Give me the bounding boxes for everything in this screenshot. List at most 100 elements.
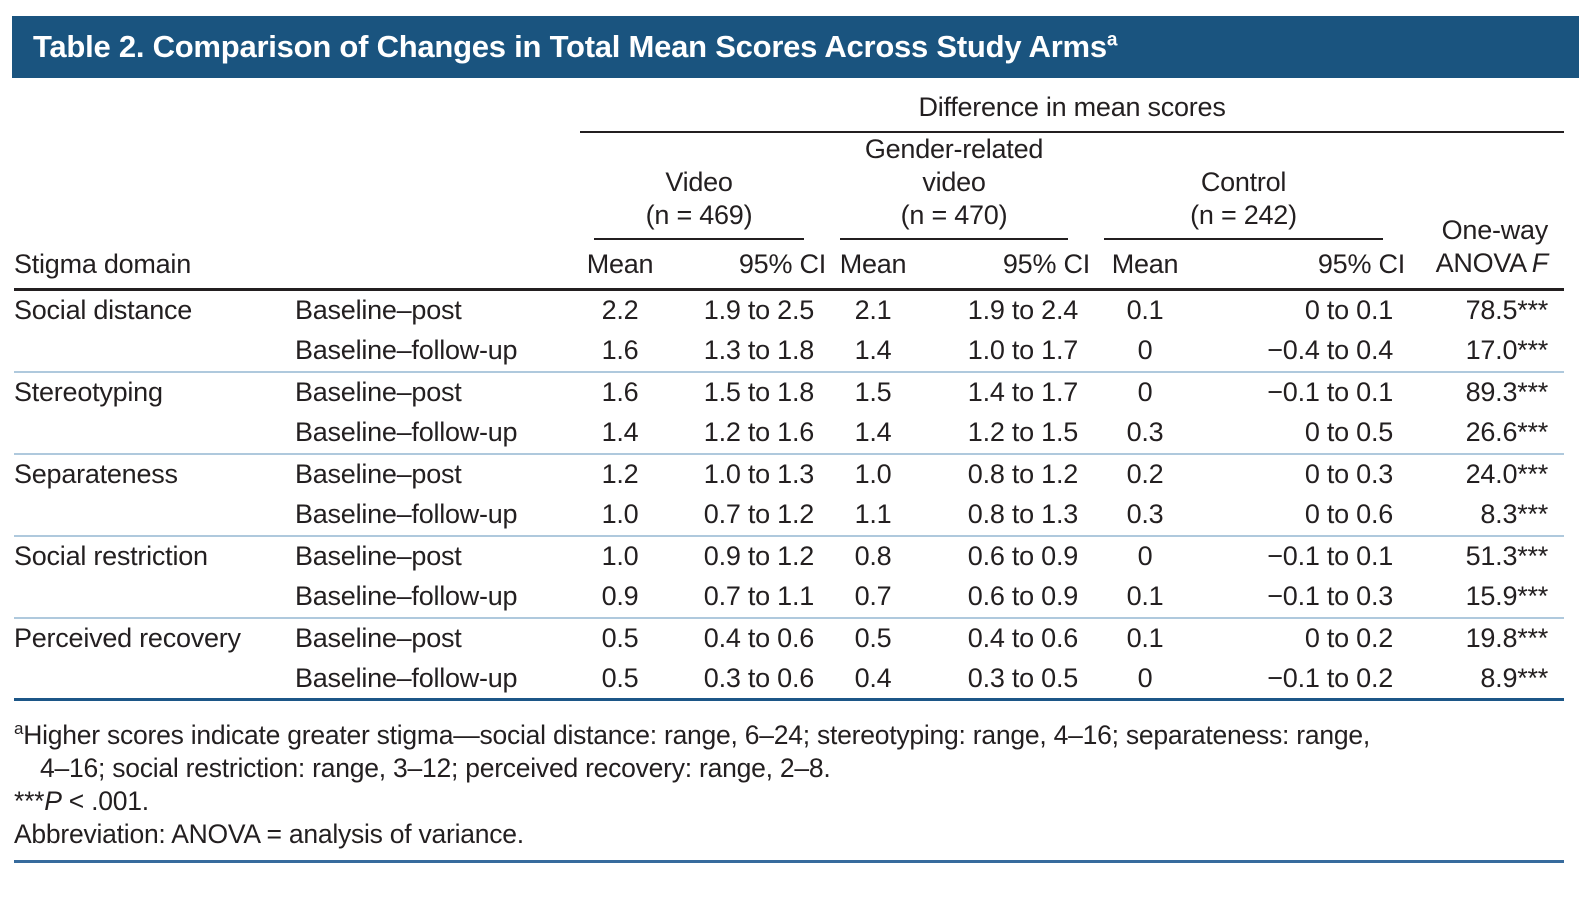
comparison-cell: Baseline–post (295, 377, 462, 407)
gender-group-name-line2: video (922, 167, 986, 197)
gender-ci-cell: 0.6 to 0.9 (967, 541, 1078, 571)
anova-column-header: One-way ANOVA F (1405, 132, 1565, 291)
gender-ci-cell: 0.8 to 1.3 (920, 494, 1090, 537)
significance-stars: *** (14, 785, 45, 816)
video-ci-cell: 0.7 to 1.2 (660, 494, 826, 537)
table-row: Stereotyping Baseline–post 1.6 1.5 to 1.… (14, 372, 1564, 413)
footnote-a-line1: aHigher scores indicate greater stigma—s… (14, 719, 1370, 750)
control-mean-cell: 0.1 (1090, 576, 1200, 619)
video-mean-cell: 0.5 (601, 623, 639, 653)
video-ci-cell: 1.2 to 1.6 (660, 412, 826, 455)
bottom-rule (14, 859, 1564, 863)
gender-mean-cell: 0.5 (854, 623, 892, 653)
video-group-name: Video (665, 167, 733, 197)
anova-f-cell: 15.9*** (1405, 576, 1565, 619)
domain-cell: Separateness (14, 459, 178, 489)
control-ci-header: 95% CI (1200, 240, 1405, 291)
control-ci-cell: 0 to 0.2 (1304, 623, 1393, 653)
video-mean-cell: 2.2 (601, 295, 639, 326)
domain-cell: Social distance (14, 295, 193, 326)
video-ci-cell: 0.7 to 1.1 (660, 576, 826, 619)
anova-f-cell: 8.9*** (1405, 658, 1565, 701)
anova-f-cell: 8.3*** (1405, 494, 1565, 537)
domain-cell (14, 494, 295, 537)
control-ci-cell: 0 to 0.3 (1304, 459, 1393, 489)
comparison-cell: Baseline–follow-up (295, 576, 580, 619)
table-row: Social distance Baseline–post 2.2 1.9 to… (14, 290, 1564, 331)
domain-cell: Perceived recovery (14, 623, 241, 653)
spanner-header: Difference in mean scores (580, 78, 1565, 133)
table-row: Baseline–follow-up 1.0 0.7 to 1.2 1.1 0.… (14, 494, 1565, 537)
anova-f-cell: 19.8*** (1465, 623, 1549, 653)
video-group-n: (n = 469) (645, 200, 753, 230)
video-ci-cell: 1.3 to 1.8 (660, 330, 826, 373)
gender-mean-cell: 2.1 (854, 295, 892, 326)
domain-cell (14, 330, 295, 373)
control-ci-cell: 0 to 0.1 (1304, 295, 1393, 326)
domain-cell (14, 412, 295, 455)
gender-mean-cell: 1.1 (826, 494, 920, 537)
video-group-header: Video (n = 469) (580, 132, 826, 240)
control-mean-cell: 0 (1090, 658, 1200, 701)
control-mean-cell: 0 (1090, 330, 1200, 373)
table-row: Social restriction Baseline–post 1.0 0.9… (14, 536, 1564, 577)
table-title-text: Table 2. Comparison of Changes in Total … (33, 29, 1107, 64)
video-ci-cell: 0.4 to 0.6 (703, 623, 814, 653)
comparison-cell: Baseline–follow-up (295, 658, 580, 701)
gender-mean-cell: 1.4 (826, 330, 920, 373)
control-ci-cell: −0.1 to 0.1 (1267, 377, 1393, 407)
comparison-cell: Baseline–post (295, 295, 462, 326)
spanner-empty-cell (14, 78, 580, 132)
anova-f-cell: 89.3*** (1465, 377, 1549, 407)
anova-f-cell: 17.0*** (1405, 330, 1565, 373)
control-ci-cell: −0.1 to 0.1 (1267, 541, 1393, 571)
video-ci-cell: 1.9 to 2.5 (703, 295, 814, 326)
comparison-cell: Baseline–follow-up (295, 330, 580, 373)
video-ci-cell: 1.0 to 1.3 (703, 459, 814, 489)
subheader-row: Stigma domain Mean 95% CI Mean 95% CI Me… (14, 240, 1564, 291)
gender-mean-cell: 0.4 (826, 658, 920, 701)
control-mean-cell: 0 (1137, 377, 1153, 407)
control-mean-cell: 0.1 (1126, 295, 1164, 326)
gender-ci-cell: 0.6 to 0.9 (920, 576, 1090, 619)
significance-footnote: ***P < .001. (14, 785, 149, 816)
video-mean-cell: 1.6 (580, 330, 660, 373)
gender-group-name-line1: Gender-related (864, 134, 1044, 164)
video-mean-cell: 0.5 (580, 658, 660, 701)
comparison-cell: Baseline–follow-up (295, 494, 580, 537)
gender-mean-cell: 1.4 (826, 412, 920, 455)
gender-ci-cell: 0.8 to 1.2 (967, 459, 1078, 489)
spanner-row: Difference in mean scores (14, 78, 1565, 133)
domain-cell: Social restriction (14, 541, 208, 571)
anova-f-cell: 51.3*** (1465, 541, 1549, 571)
control-ci-cell: 0 to 0.6 (1200, 494, 1405, 537)
table-row: Perceived recovery Baseline–post 0.5 0.4… (14, 618, 1564, 659)
anova-f-symbol: F (1531, 248, 1549, 278)
domain-cell (14, 576, 295, 619)
control-ci-cell: −0.4 to 0.4 (1200, 330, 1405, 373)
video-ci-cell: 0.3 to 0.6 (660, 658, 826, 701)
table-row: Baseline–follow-up 0.5 0.3 to 0.6 0.4 0.… (14, 658, 1565, 701)
gender-mean-cell: 1.0 (854, 459, 892, 489)
video-ci-cell: 0.9 to 1.2 (703, 541, 814, 571)
anova-header-line1: One-way (1441, 215, 1549, 245)
comparison-table: Difference in mean scores Video (n = 469… (14, 78, 1565, 701)
anova-header-line2: ANOVA F (1435, 248, 1549, 278)
table-row: Separateness Baseline–post 1.2 1.0 to 1.… (14, 454, 1564, 495)
comparison-cell: Baseline–follow-up (295, 412, 580, 455)
abbreviation-footnote: Abbreviation: ANOVA = analysis of varian… (14, 818, 524, 849)
control-mean-cell: 0.1 (1126, 623, 1164, 653)
gender-ci-cell: 0.3 to 0.5 (920, 658, 1090, 701)
gender-mean-cell: 0.7 (826, 576, 920, 619)
control-ci-cell: −0.1 to 0.2 (1200, 658, 1405, 701)
footnote-a-line2: 4–16; social restriction: range, 3–12; p… (40, 752, 831, 783)
video-mean-cell: 1.6 (601, 377, 639, 407)
gender-ci-header: 95% CI (920, 240, 1090, 291)
control-group-name: Control (1200, 167, 1287, 197)
control-ci-cell: −0.1 to 0.3 (1200, 576, 1405, 619)
anova-f-cell: 78.5*** (1465, 295, 1549, 326)
video-ci-header: 95% CI (660, 240, 826, 291)
video-mean-cell: 1.2 (601, 459, 639, 489)
gender-mean-cell: 1.5 (854, 377, 892, 407)
control-ci-cell: 0 to 0.5 (1200, 412, 1405, 455)
